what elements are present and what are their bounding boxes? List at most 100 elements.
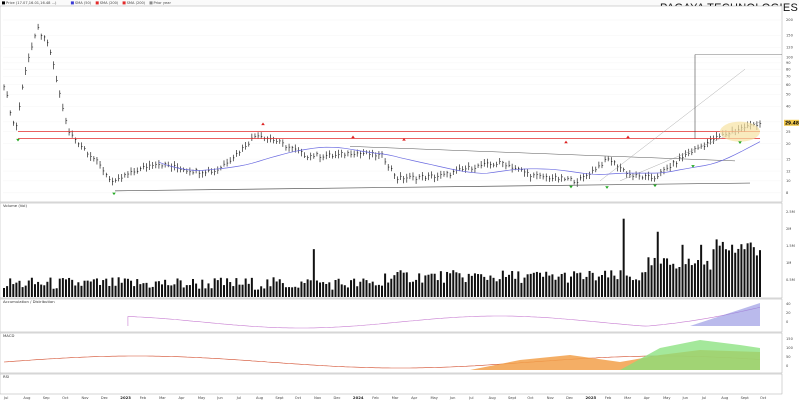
volume-bar bbox=[288, 287, 291, 297]
volume-bar bbox=[182, 287, 185, 297]
volume-bar bbox=[263, 288, 266, 297]
legend-swatch-0 bbox=[2, 1, 5, 5]
volume-bar bbox=[523, 277, 526, 297]
x-tick-5: Dec bbox=[101, 396, 108, 400]
x-tick-6: 2023 bbox=[120, 395, 131, 400]
macd-tick-1: 100 bbox=[786, 346, 794, 350]
x-tick-32: Mar bbox=[624, 396, 631, 400]
volume-bar bbox=[647, 257, 650, 297]
x-tick-2: Sep bbox=[43, 396, 50, 400]
volume-bar bbox=[709, 269, 712, 297]
volume-bar bbox=[381, 285, 383, 297]
volume-bar bbox=[257, 289, 260, 297]
x-tick-0: Jul bbox=[3, 396, 8, 400]
volume-bar bbox=[662, 258, 665, 297]
volume-bar bbox=[58, 278, 61, 297]
volume-bar bbox=[359, 281, 362, 297]
x-tick-39: Oct bbox=[760, 396, 767, 400]
legend-swatch-4 bbox=[149, 1, 153, 5]
x-tick-21: Apr bbox=[411, 396, 418, 400]
volume-bar bbox=[724, 249, 727, 297]
volume-bar bbox=[24, 285, 27, 297]
volume-bar bbox=[61, 278, 64, 297]
volume-bar bbox=[473, 273, 476, 297]
volume-bar bbox=[303, 282, 306, 297]
volume-bar bbox=[294, 286, 297, 297]
price-tick-7: 40 bbox=[786, 105, 791, 109]
volume-bar bbox=[235, 278, 238, 297]
volume-bar bbox=[247, 283, 250, 297]
volume-bar bbox=[238, 284, 241, 297]
volume-bar bbox=[120, 282, 123, 297]
volume-bar bbox=[114, 285, 117, 297]
ad-tick-1: 20 bbox=[786, 311, 791, 315]
volume-bar bbox=[331, 289, 334, 297]
macd-panel-title: MACD bbox=[3, 333, 14, 338]
volume-bar bbox=[325, 283, 328, 297]
volume-bar bbox=[244, 278, 247, 297]
price-tick-2: 12 bbox=[786, 169, 791, 173]
volume-bar bbox=[458, 273, 461, 297]
x-tick-7: Feb bbox=[140, 396, 147, 400]
volume-bar bbox=[610, 270, 613, 297]
x-tick-11: Jun bbox=[216, 396, 223, 400]
volume-bar bbox=[411, 281, 414, 297]
down-arrow-1 bbox=[351, 135, 355, 139]
volume-bar bbox=[9, 278, 12, 297]
volume-bar bbox=[368, 283, 371, 297]
volume-bar bbox=[111, 277, 114, 297]
volume-bar bbox=[436, 280, 439, 297]
volume-bar bbox=[684, 264, 687, 297]
volume-bar bbox=[597, 276, 600, 297]
volume-bar bbox=[631, 280, 634, 297]
volume-bar bbox=[498, 279, 501, 297]
x-tick-15: Oct bbox=[295, 396, 302, 400]
volume-bar bbox=[557, 276, 560, 297]
volume-bar bbox=[222, 285, 225, 297]
price-tick-16: 200 bbox=[786, 18, 794, 22]
volume-bar bbox=[656, 231, 659, 297]
volume-bar bbox=[551, 274, 554, 297]
price-tick-13: 100 bbox=[786, 55, 794, 59]
volume-bar bbox=[92, 279, 95, 297]
volume-bar bbox=[712, 249, 715, 297]
price-tick-6: 30 bbox=[786, 120, 791, 124]
x-tick-28: Nov bbox=[547, 396, 555, 400]
volume-tick-3: 1M bbox=[786, 261, 791, 265]
volume-bar bbox=[3, 287, 5, 297]
volume-bar bbox=[728, 250, 731, 297]
x-tick-1: Aug bbox=[23, 396, 30, 400]
volume-bar bbox=[402, 272, 405, 297]
volume-bar bbox=[489, 275, 492, 297]
volume-bar bbox=[229, 282, 232, 297]
volume-bar bbox=[566, 282, 569, 297]
volume-bar bbox=[377, 284, 380, 297]
volume-bar bbox=[628, 276, 631, 297]
volume-bar bbox=[95, 278, 98, 297]
volume-bar bbox=[734, 252, 737, 297]
x-tick-34: May bbox=[663, 396, 671, 400]
volume-bar bbox=[421, 282, 424, 297]
legend-label-3: SMA (200) bbox=[127, 1, 146, 5]
x-tick-29: Dec bbox=[566, 396, 573, 400]
volume-bar bbox=[737, 248, 740, 297]
volume-bar bbox=[600, 275, 603, 297]
volume-bar bbox=[312, 249, 315, 297]
volume-bar bbox=[582, 279, 585, 297]
x-tick-12: Jul bbox=[236, 396, 241, 400]
volume-bar bbox=[207, 283, 210, 297]
upper-channel-line bbox=[599, 69, 746, 182]
volume-bar bbox=[179, 280, 182, 297]
x-tick-3: Oct bbox=[62, 396, 69, 400]
volume-bar bbox=[281, 283, 284, 297]
price-tick-12: 90 bbox=[786, 61, 791, 65]
volume-bar bbox=[749, 242, 752, 297]
volume-bar bbox=[591, 272, 594, 297]
volume-bar bbox=[535, 271, 538, 297]
x-tick-13: Aug bbox=[256, 396, 263, 400]
volume-tick-0: 2.5M bbox=[786, 210, 795, 214]
volume-bar bbox=[74, 285, 77, 297]
rsi-panel-title: RSI bbox=[3, 374, 9, 379]
volume-bar bbox=[133, 286, 136, 297]
